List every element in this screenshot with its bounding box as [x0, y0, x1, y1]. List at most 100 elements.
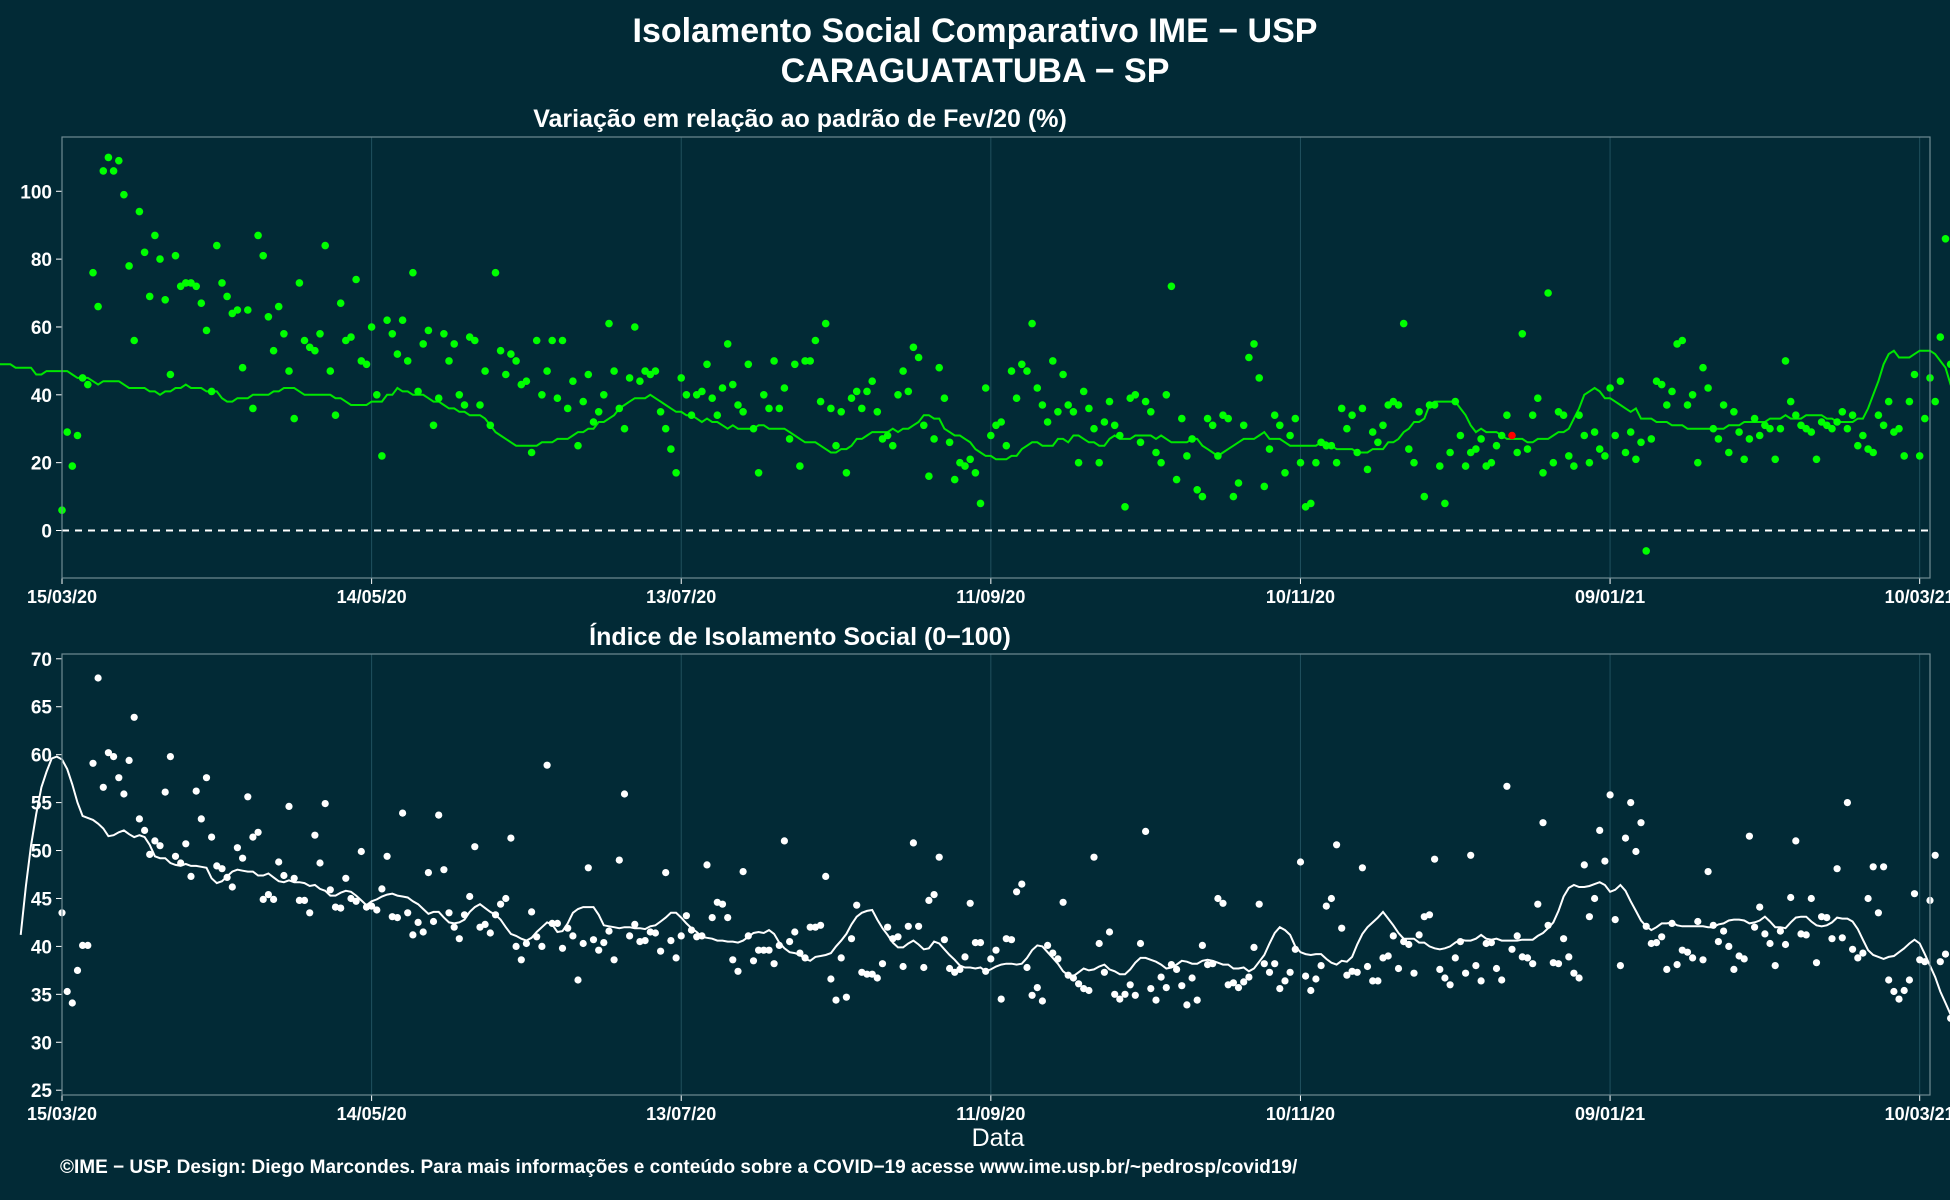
- data-point: [1208, 421, 1217, 430]
- data-point: [1033, 384, 1042, 392]
- data-point: [1007, 367, 1016, 375]
- data-point: [1451, 954, 1459, 962]
- data-point: [600, 391, 608, 399]
- data-point: [94, 674, 102, 682]
- data-point: [1874, 411, 1883, 420]
- data-point: [1678, 336, 1687, 345]
- data-point: [1750, 414, 1759, 423]
- data-point: [1152, 448, 1160, 457]
- data-point: [1012, 394, 1021, 403]
- data-point: [300, 896, 309, 905]
- data-point: [1059, 898, 1067, 906]
- data-point: [1152, 996, 1160, 1004]
- data-point: [1296, 858, 1305, 866]
- data-point: [1049, 357, 1057, 365]
- data-point: [1384, 952, 1392, 960]
- plot-area: [62, 654, 1930, 1095]
- data-point: [290, 414, 299, 423]
- data-point: [68, 999, 76, 1007]
- data-point: [1333, 841, 1341, 849]
- data-point: [285, 367, 293, 375]
- data-point: [1823, 914, 1831, 922]
- data-point: [192, 282, 200, 291]
- data-point: [548, 336, 556, 345]
- x-tick-label: 15/03/20: [27, 587, 97, 607]
- data-point: [1338, 924, 1346, 932]
- data-point: [1116, 431, 1124, 440]
- data-point: [703, 360, 711, 369]
- data-point: [1869, 448, 1877, 457]
- data-point: [1105, 928, 1114, 936]
- data-point: [1219, 899, 1227, 907]
- data-point: [1255, 900, 1263, 908]
- data-point: [89, 759, 97, 767]
- data-point: [677, 374, 685, 382]
- data-point: [342, 874, 350, 882]
- data-point: [1921, 958, 1929, 966]
- data-point: [636, 377, 644, 386]
- data-point: [352, 275, 360, 284]
- data-point: [791, 360, 799, 369]
- data-point: [1879, 421, 1888, 430]
- x-tick-label: 13/07/20: [646, 1104, 716, 1124]
- data-point: [1745, 832, 1753, 840]
- data-point: [914, 353, 923, 362]
- data-point: [1859, 431, 1867, 440]
- data-point: [1936, 958, 1944, 966]
- data-point: [775, 404, 784, 413]
- data-point: [414, 387, 422, 396]
- data-point: [930, 891, 938, 899]
- data-point: [1415, 408, 1423, 416]
- data-point: [1560, 935, 1568, 943]
- data-point: [1260, 960, 1268, 968]
- data-point: [223, 873, 231, 882]
- data-point: [1905, 976, 1913, 984]
- data-point: [682, 912, 691, 920]
- data-point: [1585, 458, 1594, 467]
- data-point: [1528, 411, 1537, 420]
- data-point: [956, 965, 964, 974]
- data-point: [605, 319, 613, 328]
- data-point: [1621, 448, 1630, 457]
- data-point: [1172, 475, 1181, 484]
- data-point: [734, 967, 742, 975]
- data-point: [584, 370, 593, 379]
- data-point: [290, 874, 298, 882]
- data-point: [894, 933, 902, 941]
- data-point: [1554, 960, 1563, 968]
- data-point: [368, 902, 376, 910]
- data-point: [1673, 961, 1681, 969]
- data-point: [1596, 826, 1604, 835]
- bottom-panel: 25 30 35 40 45 50 55 60 65 70 15/03/20 14/05/20 13/0…: [19, 650, 1950, 1124]
- data-point: [1095, 939, 1103, 948]
- data-point: [78, 374, 87, 382]
- data-point: [1725, 942, 1733, 951]
- data-point: [1337, 404, 1346, 413]
- data-point: [1838, 408, 1847, 416]
- data-point: [1157, 458, 1165, 467]
- data-point: [466, 892, 474, 901]
- data-point: [1591, 894, 1599, 903]
- data-point: [1327, 894, 1335, 903]
- data-point: [239, 854, 247, 862]
- main-title: Isolamento Social Comparativo IME − USP: [632, 12, 1318, 50]
- data-point: [543, 367, 551, 375]
- data-point: [73, 431, 82, 440]
- data-point: [1714, 938, 1722, 946]
- data-point: [966, 455, 974, 464]
- x-tick-label: 09/01/21: [1575, 1104, 1645, 1124]
- data-point: [1456, 431, 1465, 440]
- data-point: [729, 956, 737, 964]
- data-point: [357, 847, 365, 856]
- y-tick-label: 65: [31, 698, 53, 719]
- data-point: [207, 387, 216, 396]
- data-point: [579, 397, 587, 406]
- data-point: [450, 340, 459, 348]
- data-point: [1503, 782, 1511, 790]
- data-point: [331, 411, 340, 420]
- data-point: [1755, 431, 1764, 440]
- data-point: [135, 815, 143, 823]
- data-point: [1317, 962, 1325, 970]
- data-point: [1214, 452, 1222, 460]
